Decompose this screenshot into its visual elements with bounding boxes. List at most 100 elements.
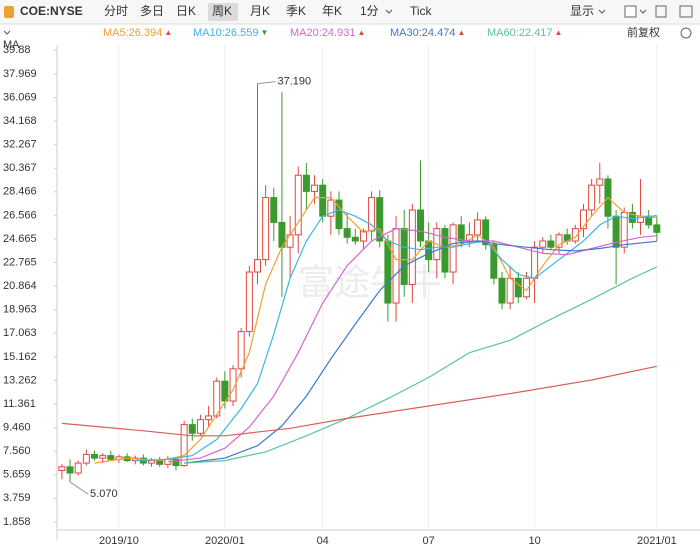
candle-body [229, 368, 237, 402]
candle-body [148, 460, 156, 464]
candle-body [213, 380, 221, 417]
help-icon[interactable] [680, 27, 692, 39]
annotation: 37.190 [277, 75, 311, 87]
y-tick-label: 7.560 [3, 445, 31, 457]
y-tick-label: 18.963 [3, 304, 37, 316]
icon[interactable] [679, 5, 693, 18]
candle-body [588, 184, 596, 211]
ma-line [184, 240, 657, 464]
icon[interactable] [655, 5, 667, 18]
legend-entry: MA60:22.417 [487, 27, 552, 39]
candle-body [416, 209, 424, 242]
candle-body [498, 277, 506, 304]
tab[interactable]: 年K [322, 4, 342, 18]
candle-body [180, 424, 188, 467]
candle-body [253, 259, 261, 273]
y-tick-label: 13.262 [3, 374, 37, 386]
y-tick-label: 32.267 [3, 139, 37, 151]
dropdown-icon [639, 9, 647, 14]
tab[interactable]: 日K [176, 4, 196, 18]
legend-entry: MA30:24.474 [390, 27, 455, 39]
y-tick-label: 3.759 [3, 492, 31, 504]
candle-body [286, 234, 294, 248]
candle-body [555, 234, 563, 248]
x-tick-label: 2020/01 [205, 535, 245, 547]
candle-body [221, 380, 229, 402]
candle-body [376, 197, 384, 242]
candle-body [245, 271, 253, 333]
candle-body [294, 174, 302, 236]
y-tick-label: 24.665 [3, 233, 37, 245]
candle-body [343, 228, 351, 238]
candle-body [359, 230, 367, 242]
candle-body [351, 236, 359, 242]
legend-entry: MA20:24.931 [290, 27, 355, 39]
tab[interactable]: 季K [286, 4, 306, 18]
watermark: 富途牛牛 [298, 262, 442, 303]
y-tick-label: 34.168 [3, 115, 37, 127]
x-tick-label: 04 [317, 535, 329, 547]
ma-line [94, 196, 657, 464]
candle-body [408, 209, 416, 285]
candle-body [579, 209, 587, 230]
candle-body [172, 458, 180, 467]
candle-body [311, 184, 319, 192]
y-tick-label: 37.969 [3, 68, 37, 80]
candle-body [74, 462, 82, 474]
tab[interactable]: 多日 [140, 4, 164, 18]
y-tick-label: 15.162 [3, 351, 37, 363]
candle-body [547, 240, 555, 248]
candle-body [327, 199, 335, 217]
ma-line [61, 365, 657, 437]
y-tick-label: 26.566 [3, 209, 37, 221]
candle-body [474, 219, 482, 236]
dropdown-icon [385, 9, 393, 14]
candle-body [368, 197, 376, 232]
x-tick-label: 07 [423, 535, 435, 547]
checkbox[interactable] [624, 5, 637, 18]
y-tick-label: 28.466 [3, 186, 37, 198]
candle-body [262, 197, 270, 261]
candle-body [99, 455, 107, 459]
candle-body [628, 211, 636, 223]
candle-body [392, 228, 400, 304]
tab[interactable]: Tick [410, 4, 433, 18]
candle-body [449, 224, 457, 273]
legend-entry: MA10:26.559 [193, 27, 258, 39]
y-tick-label: 11.361 [3, 398, 36, 410]
toolbar [0, 0, 700, 24]
adjust-menu[interactable]: 前复权 [627, 25, 660, 39]
candle-body [90, 453, 98, 459]
annotation: 5.070 [90, 488, 118, 500]
y-tick-label: 36.069 [3, 91, 37, 103]
y-tick-label: 5.659 [3, 469, 31, 481]
y-tick-label: 20.864 [3, 280, 37, 292]
legend-trend: ▼ [260, 28, 268, 37]
candle-body [107, 455, 115, 460]
candle-body [196, 419, 204, 434]
tab[interactable]: 周K [212, 4, 232, 18]
candle-body [66, 466, 74, 474]
candle-body [205, 415, 213, 421]
candle-body [514, 277, 522, 298]
tab[interactable]: 1分 [360, 4, 379, 18]
y-tick-label: 22.765 [3, 256, 37, 268]
y-tick-label: 17.063 [3, 327, 37, 339]
legend-entry: MA5:26.394 [103, 27, 162, 39]
indicator-label: MA [3, 39, 20, 51]
candle-body [441, 228, 449, 273]
tab[interactable]: 月K [250, 4, 270, 18]
display-menu[interactable]: 显示 [570, 4, 594, 18]
candle-body [58, 466, 66, 472]
indicator-toggle[interactable] [3, 30, 11, 35]
tab[interactable]: 分时 [104, 4, 128, 18]
candle-body [188, 424, 196, 434]
candle-body [571, 228, 579, 242]
legend-trend: ▲ [357, 28, 365, 37]
candle-body [506, 277, 514, 304]
candle-body [400, 228, 408, 285]
candle-body [237, 331, 245, 370]
candle-body [457, 224, 465, 242]
y-tick-label: 39.88 [3, 44, 31, 56]
